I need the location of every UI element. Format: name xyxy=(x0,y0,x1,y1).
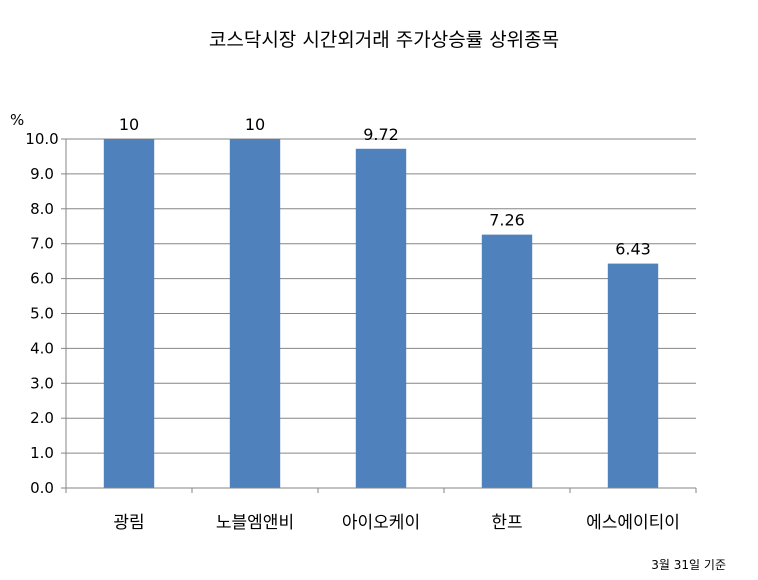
bars xyxy=(103,139,659,488)
y-tick-label: 4.0 xyxy=(30,339,54,357)
axes xyxy=(61,138,697,493)
chart-title: 코스닥시장 시간외거래 주가상승률 상위종목 xyxy=(209,29,559,51)
bar xyxy=(229,139,281,488)
footnote: 3월 31일 기준 xyxy=(651,558,726,572)
y-axis-unit: % xyxy=(10,111,24,129)
y-tick-label: 8.0 xyxy=(30,200,54,218)
data-labels: 10 10 9.72 7.26 6.43 xyxy=(119,115,651,259)
x-axis-categories: 광림 노블엠앤비 아이오케이 한프 에스에이티이 xyxy=(113,513,680,533)
bar xyxy=(355,148,407,488)
x-category-label: 광림 xyxy=(113,513,144,533)
y-tick-label: 7.0 xyxy=(30,235,54,253)
data-label: 9.72 xyxy=(363,125,399,144)
bar xyxy=(607,263,659,488)
x-category-label: 한프 xyxy=(491,513,522,533)
y-tick-label: 2.0 xyxy=(30,409,54,427)
y-tick-label: 9.0 xyxy=(30,165,54,183)
x-category-label: 아이오케이 xyxy=(342,513,420,533)
y-tick-label: 6.0 xyxy=(30,270,54,288)
data-label: 10 xyxy=(119,115,139,134)
data-label: 10 xyxy=(245,115,265,134)
y-tick-label: 0.0 xyxy=(30,479,54,497)
y-axis-ticks: 0.0 1.0 2.0 3.0 4.0 5.0 6.0 7.0 8.0 9.0 10.0 xyxy=(25,130,58,497)
data-label: 6.43 xyxy=(615,240,651,259)
x-category-label: 노블엠앤비 xyxy=(216,513,294,533)
bar xyxy=(481,234,533,488)
y-tick-label: 3.0 xyxy=(30,374,54,392)
y-tick-label: 10.0 xyxy=(25,130,58,148)
bar xyxy=(103,139,155,488)
y-tick-label: 5.0 xyxy=(30,305,54,323)
x-category-label: 에스에이티이 xyxy=(586,513,680,533)
data-label: 7.26 xyxy=(489,211,525,230)
y-tick-label: 1.0 xyxy=(30,444,54,462)
